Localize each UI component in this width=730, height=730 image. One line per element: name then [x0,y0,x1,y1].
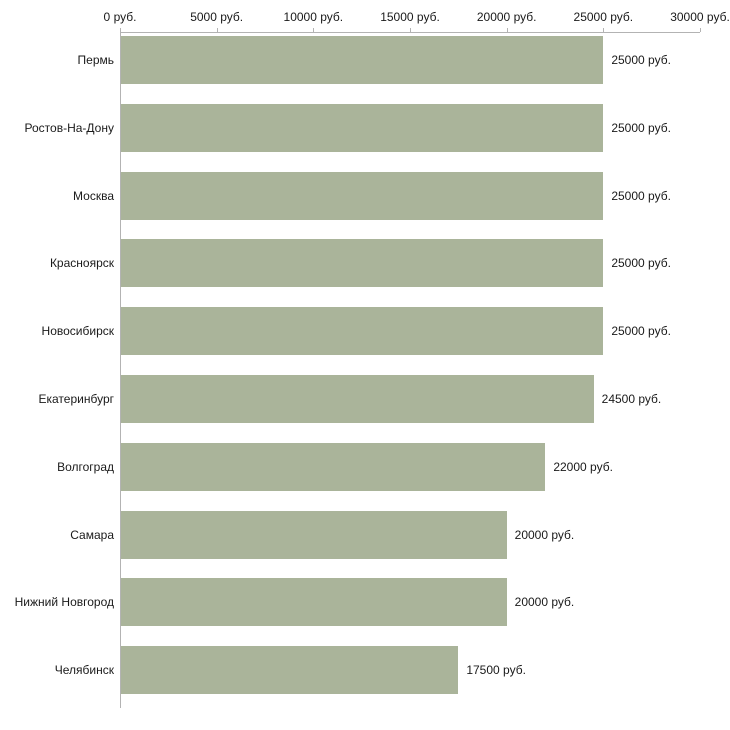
bar [121,375,594,423]
bar [121,578,507,627]
value-label: 22000 руб. [553,459,613,474]
value-label: 25000 руб. [611,188,671,203]
bar [121,239,604,288]
x-tick-label: 30000 руб. [670,10,730,24]
category-label: Ростов-На-Дону [24,120,114,135]
x-tick-label: 0 руб. [103,10,137,24]
value-label: 17500 руб. [466,663,526,678]
x-tick-label: 25000 руб. [573,10,634,24]
x-tick-mark [410,28,411,32]
value-label: 20000 руб. [514,527,575,542]
x-tick-mark [313,28,315,32]
x-tick-mark [603,28,605,32]
category-label: Москва [73,188,114,203]
bar [121,103,604,152]
category-label: Екатеринбург [38,392,115,406]
x-tick-mark [506,28,508,32]
x-tick-mark [120,28,121,32]
value-label: 24500 руб. [601,392,662,406]
value-label: 25000 руб. [611,53,671,67]
value-label: 20000 руб. [514,595,575,610]
x-tick-label: 10000 руб. [283,10,344,24]
category-label: Самара [70,527,114,542]
category-label: Волгоград [57,459,114,474]
bar [121,646,459,695]
category-label: Красноярск [49,256,114,271]
x-tick-label: 20000 руб. [476,10,537,24]
value-label: 25000 руб. [611,120,671,135]
bar [121,442,546,491]
y-axis-line [120,32,121,708]
x-tick-mark [700,28,701,32]
x-tick-label: 15000 руб. [380,10,440,24]
bar [121,36,604,84]
value-label: 25000 руб. [611,324,671,339]
category-label: Челябинск [54,663,114,678]
value-label: 25000 руб. [611,256,671,271]
x-axis-line [120,32,700,33]
x-tick-label: 5000 руб. [190,10,244,24]
bar [121,510,507,559]
bar [121,171,604,220]
category-label: Новосибирск [41,324,114,339]
x-tick-mark [216,28,218,32]
category-label: Нижний Новгород [14,595,114,610]
category-label: Пермь [77,53,114,67]
bar [121,307,604,356]
